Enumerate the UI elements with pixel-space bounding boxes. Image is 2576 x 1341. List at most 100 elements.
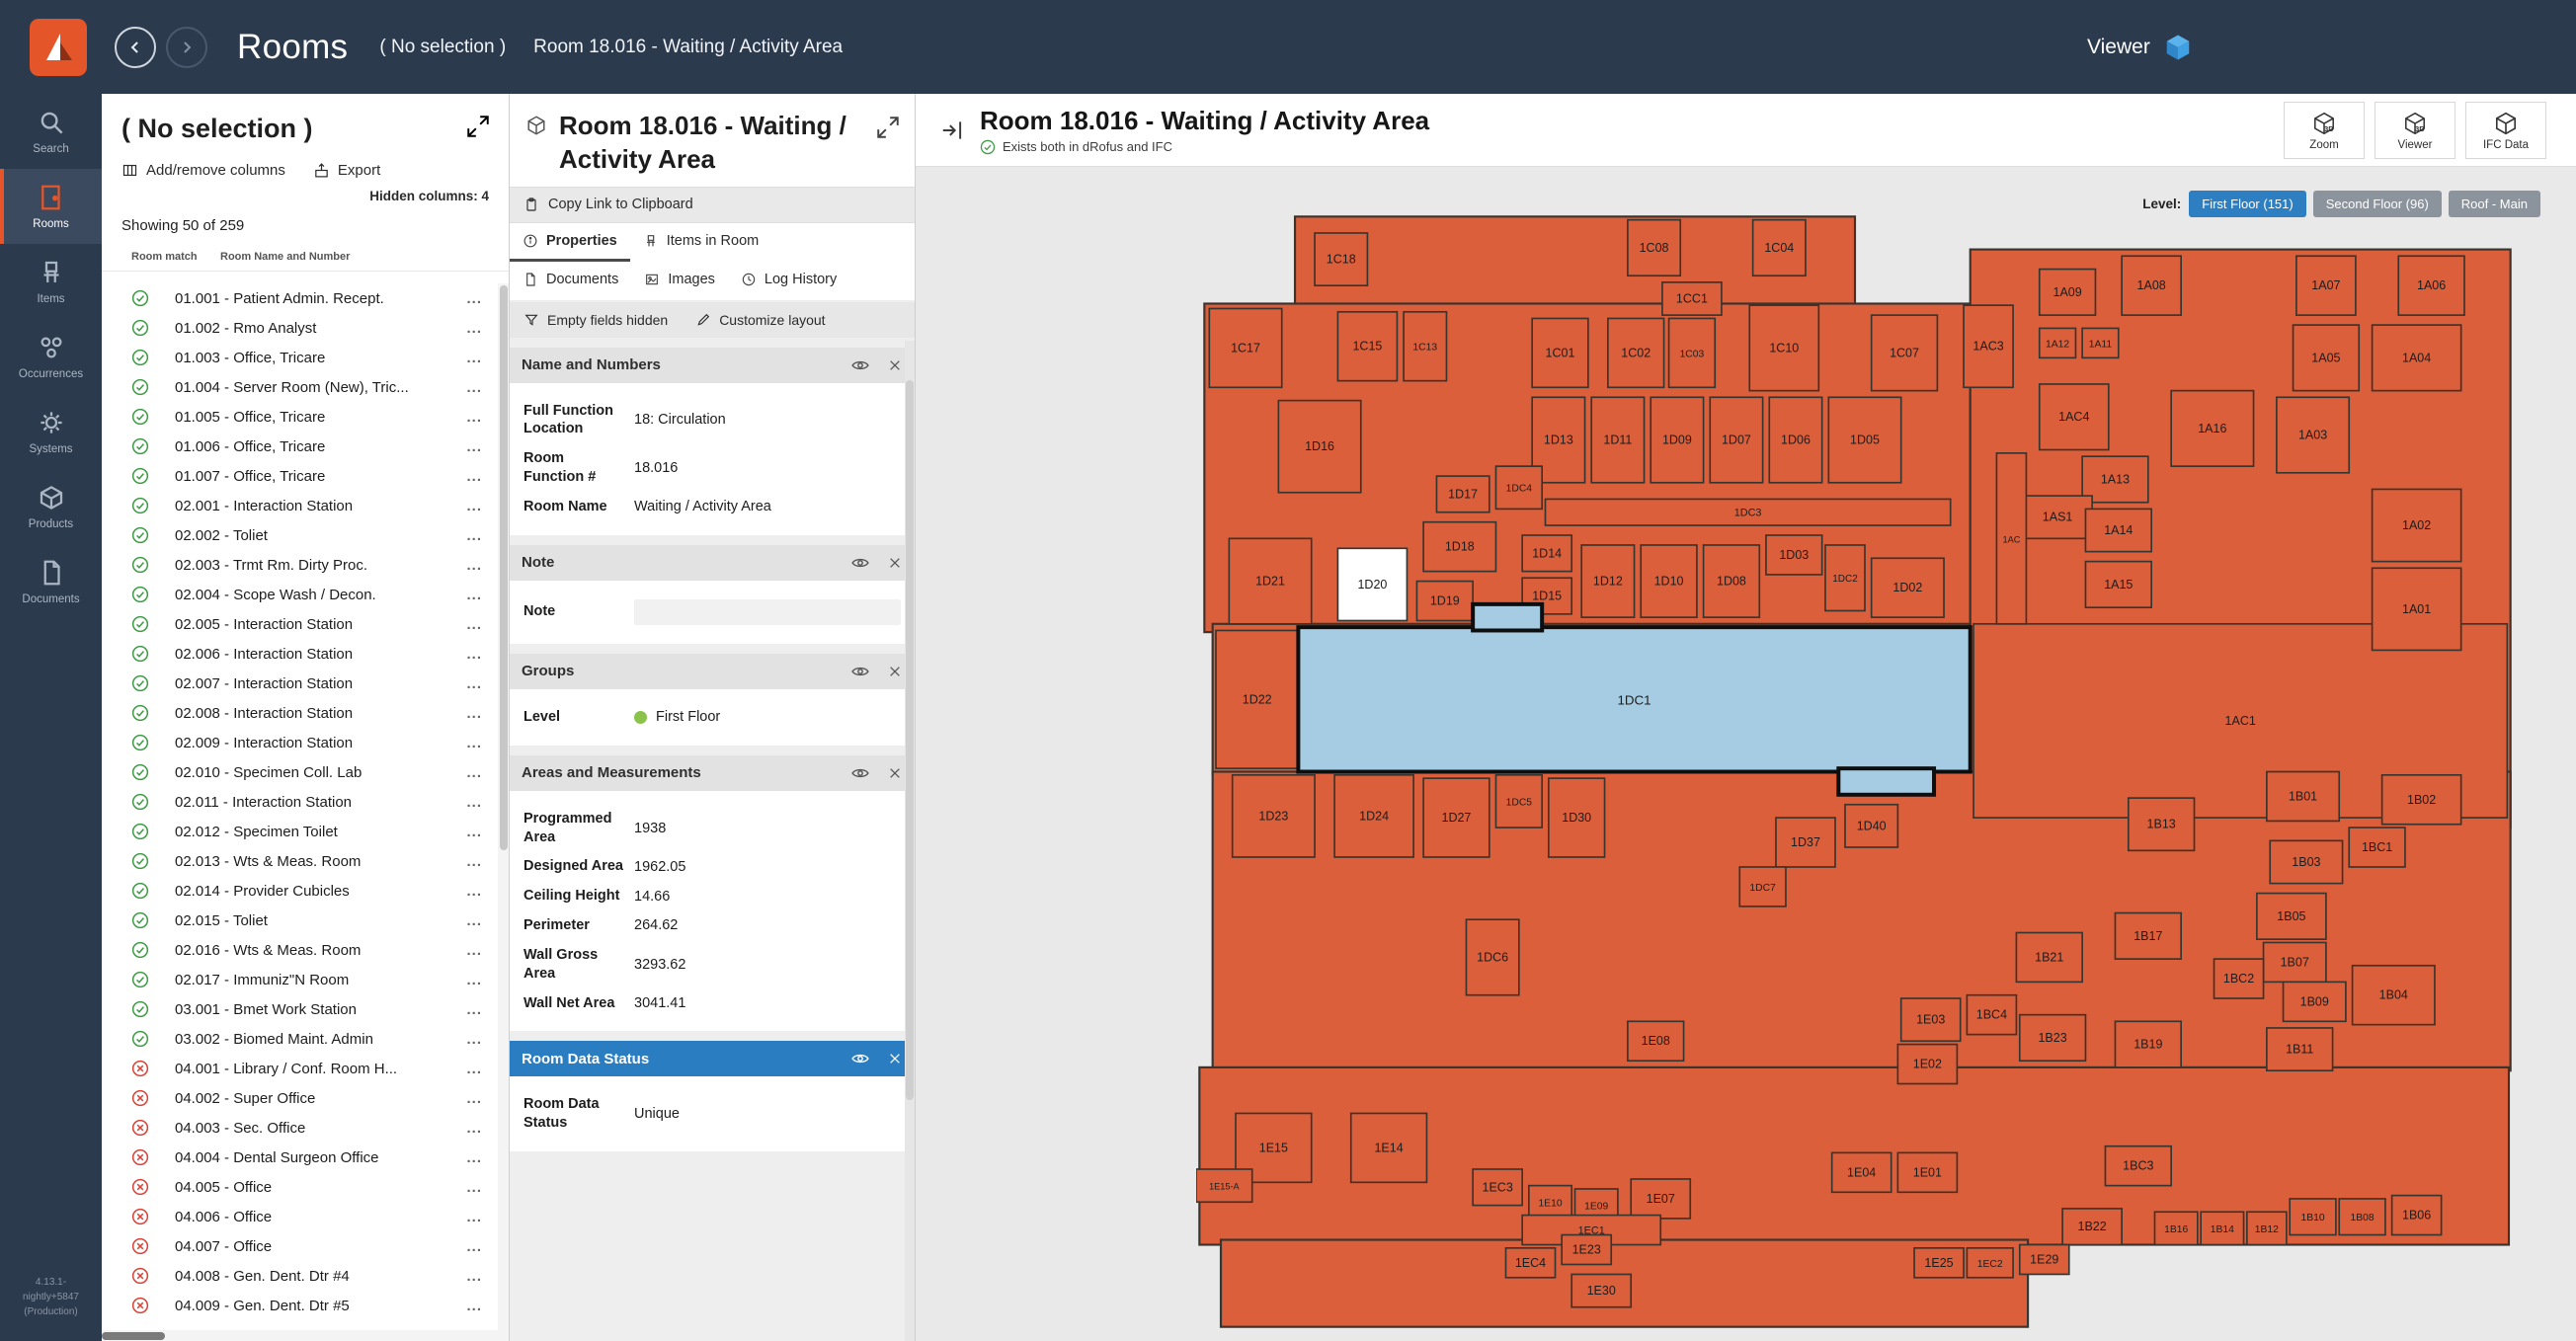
plan-room-1D03[interactable] xyxy=(1765,534,1823,576)
plan-room-1D20[interactable] xyxy=(1336,547,1409,622)
sidebar-item-occurrences[interactable]: Occurrences xyxy=(0,319,102,394)
plan-room-1D22[interactable] xyxy=(1215,629,1300,770)
row-menu-button[interactable]: ... xyxy=(466,852,482,870)
plan-room-1DC5[interactable] xyxy=(1494,773,1544,828)
close-icon[interactable] xyxy=(887,357,903,373)
close-icon[interactable] xyxy=(887,765,903,781)
viewer-cube-icon[interactable] xyxy=(2163,33,2193,62)
row-menu-button[interactable]: ... xyxy=(466,1237,482,1255)
plan-room-1D19[interactable] xyxy=(1415,580,1474,622)
row-menu-button[interactable]: ... xyxy=(466,734,482,751)
plan-room-1AC[interactable] xyxy=(1995,452,2028,625)
row-menu-button[interactable]: ... xyxy=(466,497,482,514)
plan-room-1C07[interactable] xyxy=(1870,314,1939,392)
table-row[interactable]: 02.002 - Toliet... xyxy=(102,520,498,550)
table-row[interactable]: 04.009 - Gen. Dent. Dtr #5... xyxy=(102,1291,498,1320)
row-menu-button[interactable]: ... xyxy=(466,1060,482,1077)
plan-room-1D09[interactable] xyxy=(1650,396,1705,484)
plan-room-1C13[interactable] xyxy=(1403,310,1448,382)
plan-room-1C18[interactable] xyxy=(1314,232,1369,287)
row-menu-button[interactable]: ... xyxy=(466,467,482,485)
horizontal-scrollbar[interactable] xyxy=(102,1330,509,1341)
plan-room-1B01[interactable] xyxy=(2266,770,2341,823)
row-menu-button[interactable]: ... xyxy=(466,349,482,366)
column-header-room-name[interactable]: Room Name and Number xyxy=(220,251,351,263)
plan-room-1A15[interactable] xyxy=(2084,560,2152,609)
table-row[interactable]: 04.004 - Dental Surgeon Office... xyxy=(102,1143,498,1172)
row-menu-button[interactable]: ... xyxy=(466,319,482,337)
table-row[interactable]: 02.012 - Specimen Toilet... xyxy=(102,817,498,846)
row-menu-button[interactable]: ... xyxy=(466,378,482,396)
eye-icon[interactable] xyxy=(850,1049,870,1068)
selected-room-1DC1[interactable] xyxy=(1836,766,1937,797)
plan-room-1E01[interactable] xyxy=(1896,1151,1959,1194)
viewer-button[interactable]: 3D Viewer xyxy=(2375,102,2455,159)
row-menu-button[interactable]: ... xyxy=(466,289,482,307)
eye-icon[interactable] xyxy=(850,763,870,783)
level-button-second-floor-96[interactable]: Second Floor (96) xyxy=(2312,191,2442,217)
selected-room-1DC1[interactable] xyxy=(1471,601,1545,633)
row-menu-button[interactable]: ... xyxy=(466,674,482,692)
plan-room-1B21[interactable] xyxy=(2015,931,2083,984)
plan-room-1E03[interactable] xyxy=(1899,997,1962,1043)
plan-room-1E04[interactable] xyxy=(1830,1151,1892,1194)
table-row[interactable]: 02.005 - Interaction Station... xyxy=(102,609,498,639)
row-menu-button[interactable]: ... xyxy=(466,1000,482,1018)
sidebar-item-systems[interactable]: Systems xyxy=(0,394,102,469)
plan-room-1BC2[interactable] xyxy=(2213,958,2265,999)
row-menu-button[interactable]: ... xyxy=(466,586,482,603)
plan-room-1A13[interactable] xyxy=(2081,455,2149,504)
table-row[interactable]: 02.003 - Trmt Rm. Dirty Proc.... xyxy=(102,550,498,580)
table-row[interactable]: 01.002 - Rmo Analyst... xyxy=(102,313,498,343)
table-row[interactable]: 04.008 - Gen. Dent. Dtr #4... xyxy=(102,1261,498,1291)
plan-room-1E07[interactable] xyxy=(1630,1178,1692,1220)
empty-fields-hidden-button[interactable]: Empty fields hidden xyxy=(523,312,668,328)
row-menu-button[interactable]: ... xyxy=(466,911,482,929)
plan-room-1B08[interactable] xyxy=(2338,1198,2386,1236)
tab-log-history[interactable]: Log History xyxy=(728,262,849,300)
row-menu-button[interactable]: ... xyxy=(466,526,482,544)
row-menu-button[interactable]: ... xyxy=(466,1089,482,1107)
plan-room-1E29[interactable] xyxy=(2018,1243,2070,1276)
plan-room-1E30[interactable] xyxy=(1570,1273,1633,1308)
tab-items-in-room[interactable]: Items in Room xyxy=(630,223,771,262)
plan-room-1A03[interactable] xyxy=(2276,396,2351,474)
plan-room-1B16[interactable] xyxy=(2153,1211,2199,1246)
forward-button[interactable] xyxy=(166,26,207,68)
plan-room-1D12[interactable] xyxy=(1580,544,1636,618)
plan-room-1D07[interactable] xyxy=(1709,396,1764,484)
table-row[interactable]: 02.010 - Specimen Coll. Lab... xyxy=(102,757,498,787)
table-row[interactable]: 02.015 - Toliet... xyxy=(102,906,498,935)
table-row[interactable]: 02.008 - Interaction Station... xyxy=(102,698,498,728)
plan-room-1AC3[interactable] xyxy=(1963,304,2014,389)
table-row[interactable]: 02.013 - Wts & Meas. Room... xyxy=(102,846,498,876)
table-row[interactable]: 01.007 - Office, Tricare... xyxy=(102,461,498,491)
table-row[interactable]: 01.003 - Office, Tricare... xyxy=(102,343,498,372)
plan-room-1C15[interactable] xyxy=(1336,310,1399,382)
table-row[interactable]: 04.002 - Super Office... xyxy=(102,1083,498,1113)
plan-room-1D17[interactable] xyxy=(1435,475,1490,513)
vertical-scrollbar[interactable] xyxy=(498,283,509,1330)
row-menu-button[interactable]: ... xyxy=(466,437,482,455)
plan-room-1E23[interactable] xyxy=(1561,1233,1613,1266)
level-button-roof-main[interactable]: Roof - Main xyxy=(2448,191,2540,217)
row-menu-button[interactable]: ... xyxy=(466,1030,482,1048)
row-menu-button[interactable]: ... xyxy=(466,1119,482,1137)
sidebar-item-documents[interactable]: Documents xyxy=(0,544,102,619)
table-row[interactable]: 01.006 - Office, Tricare... xyxy=(102,432,498,461)
row-menu-button[interactable]: ... xyxy=(466,615,482,633)
row-menu-button[interactable]: ... xyxy=(466,1178,482,1196)
row-menu-button[interactable]: ... xyxy=(466,1148,482,1166)
enter-room-icon[interactable] xyxy=(939,118,965,143)
expand-panel-icon[interactable] xyxy=(465,114,491,139)
plan-room-1B11[interactable] xyxy=(2266,1027,2334,1072)
close-icon[interactable] xyxy=(887,1051,903,1066)
plan-room-1C04[interactable] xyxy=(1751,218,1807,277)
plan-room-1BC4[interactable] xyxy=(1966,993,2018,1036)
row-menu-button[interactable]: ... xyxy=(466,556,482,574)
plan-room-1C08[interactable] xyxy=(1627,218,1682,277)
export-button[interactable]: Export xyxy=(313,162,380,179)
plan-room-1A01[interactable] xyxy=(2371,567,2462,652)
plan-room-1A09[interactable] xyxy=(2038,268,2097,316)
plan-room-1B10[interactable] xyxy=(2289,1198,2337,1236)
